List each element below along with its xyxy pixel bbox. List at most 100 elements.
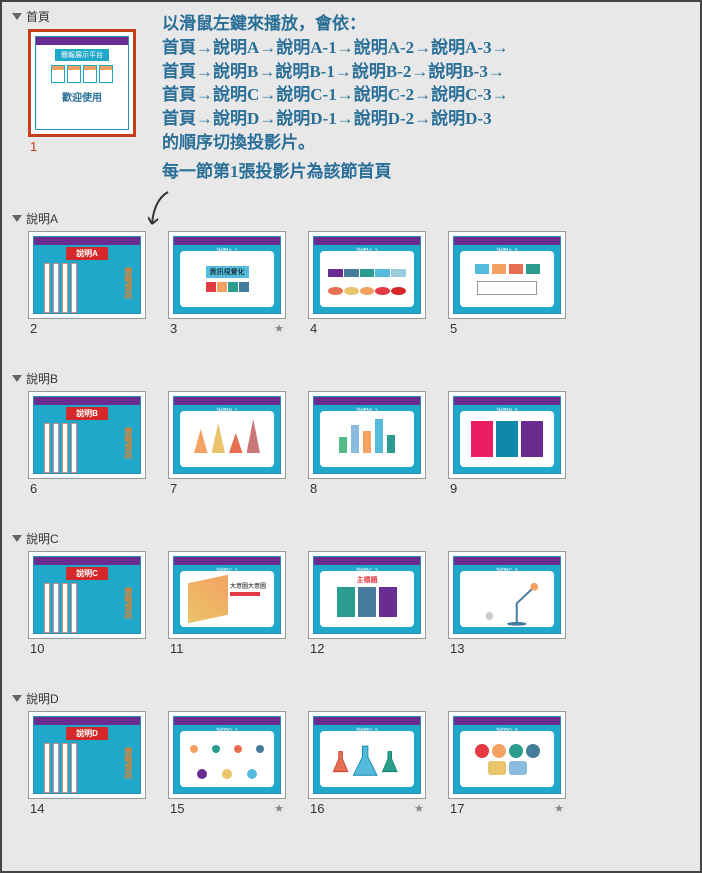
slide-inner: 說明D-3 [453, 716, 561, 794]
content-card [460, 731, 554, 787]
section-label: 說明B [26, 370, 58, 387]
platform-label: 簡報展示平台 [55, 49, 109, 61]
side-text: 簡略資訊 [123, 747, 134, 779]
slide-wrap: 說明D 簡略資訊 14 [28, 711, 146, 816]
slide-thumbnail[interactable]: 說明C-3 [448, 551, 566, 639]
slide-wrap: 說明C-2主標題 12 [308, 551, 426, 656]
slide-thumbnail[interactable]: 說明A簡略資訊 [28, 231, 146, 319]
slide-wrap: 說明B 簡略資訊 6 [28, 391, 146, 496]
content-card [180, 731, 274, 787]
anno-line: 的順序切換投影片。 [162, 131, 509, 155]
slide-row: 說明B 簡略資訊 6 說明B-17說明B-28說明B-39 [2, 391, 700, 496]
slide-inner: 說明C 簡略資訊 [33, 556, 141, 634]
collapse-icon [12, 13, 22, 20]
slide-number: 12 [310, 641, 324, 656]
welcome-text: 歡迎使用 [62, 89, 102, 104]
section-header[interactable]: 說明C [2, 524, 700, 551]
slide-wrap: 說明C-1大意圖大意圖11 [168, 551, 286, 656]
slide-row: 說明D 簡略資訊 14 說明D-115★說明D-2 16 ★ 說明D-3 17 ★ [2, 711, 700, 816]
star-icon: ★ [274, 802, 284, 815]
slide-inner: 說明A-1資訊視覺化 [173, 236, 281, 314]
section-label: 說明A [26, 210, 58, 227]
slide-thumbnail[interactable]: 說明C-1大意圖大意圖 [168, 551, 286, 639]
slide-thumbnail[interactable]: 說明A-1資訊視覺化 [168, 231, 286, 319]
side-text: 簡略資訊 [123, 587, 134, 619]
content-card [320, 411, 414, 467]
nav-icons [51, 65, 113, 83]
slide-wrap: 說明A-2 4 [308, 231, 426, 336]
slide-number: 17 [450, 801, 464, 816]
content-card [180, 411, 274, 467]
slide-thumbnail[interactable]: 說明D 簡略資訊 [28, 711, 146, 799]
slide-wrap: 說明C簡略資訊10 [28, 551, 146, 656]
section-label: 說明D [26, 690, 59, 707]
slide-thumbnail[interactable]: 說明B-1 [168, 391, 286, 479]
slide-thumbnail[interactable]: 說明D-3 [448, 711, 566, 799]
section-header[interactable]: 說明B [2, 364, 700, 391]
arrow-annotation-icon [148, 190, 172, 230]
slide-wrap: 說明A-3 5 [448, 231, 566, 336]
slide-number: 5 [450, 321, 457, 336]
slide-title: 說明B [66, 407, 108, 420]
annotation-instructions: 以滑鼠左鍵來播放，會依： 首頁→說明A→說明A-1→說明A-2→說明A-3→ 首… [162, 12, 509, 155]
slide-thumbnail[interactable]: 說明B-2 [308, 391, 426, 479]
slide-thumbnail[interactable]: 說明C-2主標題 [308, 551, 426, 639]
content-card [460, 251, 554, 307]
section-header[interactable]: 說明A [2, 204, 700, 231]
annotation-section-note: 每一節第1張投影片為該節首頁 [162, 160, 392, 184]
slide-number: 16 [310, 801, 324, 816]
side-text: 簡略資訊 [123, 427, 134, 459]
content-card [320, 251, 414, 307]
slide-number: 4 [310, 321, 317, 336]
slide-number: 6 [30, 481, 37, 496]
slide-wrap: 說明D-317★ [448, 711, 566, 816]
collapse-icon [12, 535, 22, 542]
slide-thumbnail[interactable]: 說明A-2 [308, 231, 426, 319]
slide-inner: 說明B-3 [453, 396, 561, 474]
slide-row: 說明C簡略資訊10說明C-1大意圖大意圖11說明C-2主標題12說明C-313 [2, 551, 700, 656]
section-label: 說明C [26, 530, 59, 547]
slide-title: 說明D [66, 727, 108, 740]
slide-thumbnail[interactable]: 說明B-3 [448, 391, 566, 479]
slide-thumbnail[interactable]: 說明B 簡略資訊 [28, 391, 146, 479]
content-card: 大意圖大意圖 [180, 571, 274, 627]
slide-wrap: 說明B-28 [308, 391, 426, 496]
slide-wrap: 說明B-39 [448, 391, 566, 496]
slide-thumbnail[interactable]: 說明D-1 [168, 711, 286, 799]
slide-inner: 說明A-2 [313, 236, 421, 314]
content-card [460, 411, 554, 467]
content-card: 資訊視覺化 [180, 251, 274, 307]
star-icon: ★ [274, 322, 284, 335]
section-header[interactable]: 說明D [2, 684, 700, 711]
slide-thumbnail-1[interactable]: 簡報展示平台 歡迎使用 [28, 29, 136, 137]
anno-line: 以滑鼠左鍵來播放，會依： [162, 12, 509, 36]
slide-wrap: 說明D-115★ [168, 711, 286, 816]
slide-inner: 簡報展示平台 歡迎使用 [35, 36, 129, 130]
slide-wrap: 說明A-1資訊視覺化3★ [168, 231, 286, 336]
collapse-icon [12, 375, 22, 382]
slide-thumbnail[interactable]: 說明A-3 [448, 231, 566, 319]
content-card [460, 571, 554, 627]
slide-wrap: 說明C-313 [448, 551, 566, 656]
slide-row: 說明A簡略資訊 2 說明A-1資訊視覺化3★ 說明A-2 4 說明A-3 5 [2, 231, 700, 336]
slide-inner: 說明B-1 [173, 396, 281, 474]
slide-title: 說明C [66, 567, 108, 580]
slide-title: 說明A [66, 247, 108, 260]
slide-number: 2 [30, 321, 37, 336]
slide-wrap: 簡報展示平台 歡迎使用 1 [28, 29, 136, 154]
slide-inner: 說明D 簡略資訊 [33, 716, 141, 794]
slide-wrap: 說明A簡略資訊 2 [28, 231, 146, 336]
slide-number: 14 [30, 801, 44, 816]
slide-inner: 說明B-2 [313, 396, 421, 474]
collapse-icon [12, 695, 22, 702]
slide-inner: 說明C-2主標題 [313, 556, 421, 634]
star-icon: ★ [414, 802, 424, 815]
anno-line: 首頁→說明D→說明D-1→說明D-2→說明D-3 [162, 107, 509, 131]
slide-thumbnail[interactable]: 說明D-2 [308, 711, 426, 799]
slide-inner: 說明A簡略資訊 [33, 236, 141, 314]
content-card: 主標題 [320, 571, 414, 627]
slide-wrap: 說明B-17 [168, 391, 286, 496]
slide-thumbnail[interactable]: 說明C 簡略資訊 [28, 551, 146, 639]
slide-inner: 說明D-1 [173, 716, 281, 794]
anno-line: 首頁→說明B→說明B-1→說明B-2→說明B-3→ [162, 60, 509, 84]
